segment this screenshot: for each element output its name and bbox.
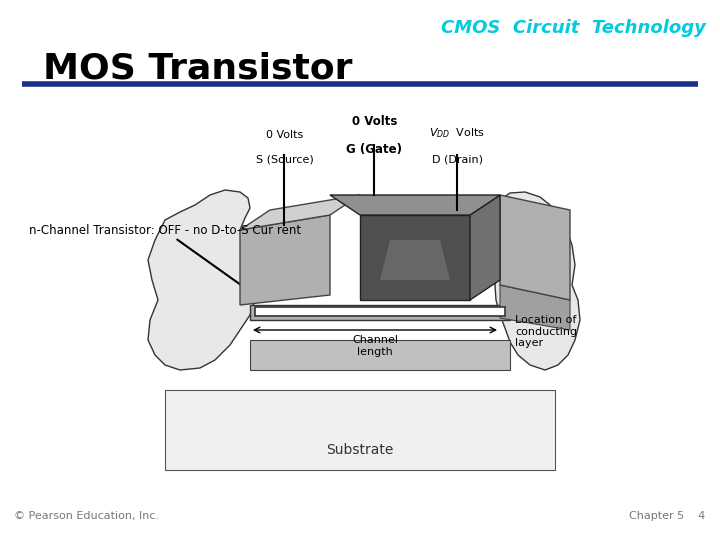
- Text: © Pearson Education, Inc.: © Pearson Education, Inc.: [14, 511, 160, 521]
- Text: MOS Transistor: MOS Transistor: [43, 51, 353, 85]
- Text: CMOS  Circuit  Technology: CMOS Circuit Technology: [441, 19, 706, 37]
- Text: 0 Volts: 0 Volts: [266, 130, 303, 140]
- Polygon shape: [250, 340, 510, 370]
- Polygon shape: [250, 305, 510, 320]
- Text: Channel
length: Channel length: [352, 335, 398, 356]
- Text: S (Source): S (Source): [256, 155, 313, 165]
- Text: Location of
conducting
layer: Location of conducting layer: [515, 315, 577, 348]
- Polygon shape: [360, 215, 470, 300]
- Text: n-Channel Transistor: OFF - no D-to-S Cur rent: n-Channel Transistor: OFF - no D-to-S Cu…: [29, 224, 301, 237]
- Polygon shape: [495, 192, 580, 370]
- Polygon shape: [255, 307, 505, 316]
- Text: Chapter 5    4: Chapter 5 4: [629, 511, 706, 521]
- Polygon shape: [500, 195, 570, 300]
- Polygon shape: [240, 215, 330, 305]
- Polygon shape: [240, 195, 360, 230]
- Text: G (Gate): G (Gate): [346, 143, 402, 156]
- Polygon shape: [380, 240, 450, 280]
- Text: D (Drain): D (Drain): [432, 155, 482, 165]
- Text: Substrate: Substrate: [326, 443, 394, 457]
- Polygon shape: [165, 390, 555, 470]
- Polygon shape: [500, 285, 570, 330]
- Text: 0 Volts: 0 Volts: [351, 115, 397, 128]
- Polygon shape: [470, 195, 500, 300]
- Text: $V_{DD}$  Volts: $V_{DD}$ Volts: [429, 126, 485, 140]
- Polygon shape: [330, 195, 500, 215]
- Polygon shape: [148, 190, 258, 370]
